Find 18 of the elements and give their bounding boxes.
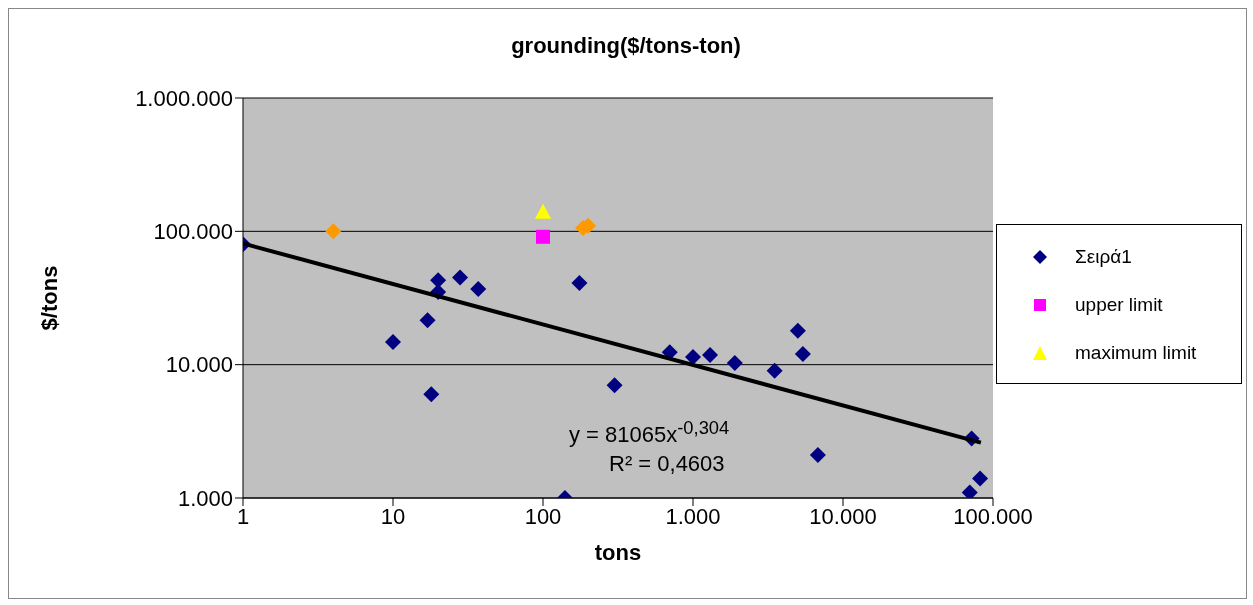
chart-title: grounding($/tons-ton) — [511, 33, 741, 58]
annotation: y = 81065x$^{-0,304}$ — [569, 417, 731, 449]
y-tick-label: 1.000.000 — [135, 85, 233, 111]
x-tick-label: 10.000 — [809, 503, 877, 529]
x-tick-label: 1.000 — [665, 503, 721, 529]
y-tick-label: 1.000 — [177, 485, 233, 511]
legend-label: Σειρά1 — [1075, 246, 1132, 268]
annotation: R² = 0,4603 — [609, 451, 726, 477]
y-tick-label: 100.000 — [153, 219, 233, 245]
x-axis-title: tons — [594, 540, 642, 565]
x-tick-label: 1 — [236, 503, 250, 529]
legend-label: upper limit — [1075, 294, 1163, 316]
x-tick-label: 10 — [380, 503, 406, 529]
y-tick-label: 10.000 — [165, 352, 233, 378]
legend-label: maximum limit — [1075, 342, 1197, 364]
x-tick-label: 100 — [524, 503, 562, 529]
y-axis-title: $/tons — [36, 265, 62, 331]
x-tick-label: 100.000 — [953, 503, 1033, 529]
